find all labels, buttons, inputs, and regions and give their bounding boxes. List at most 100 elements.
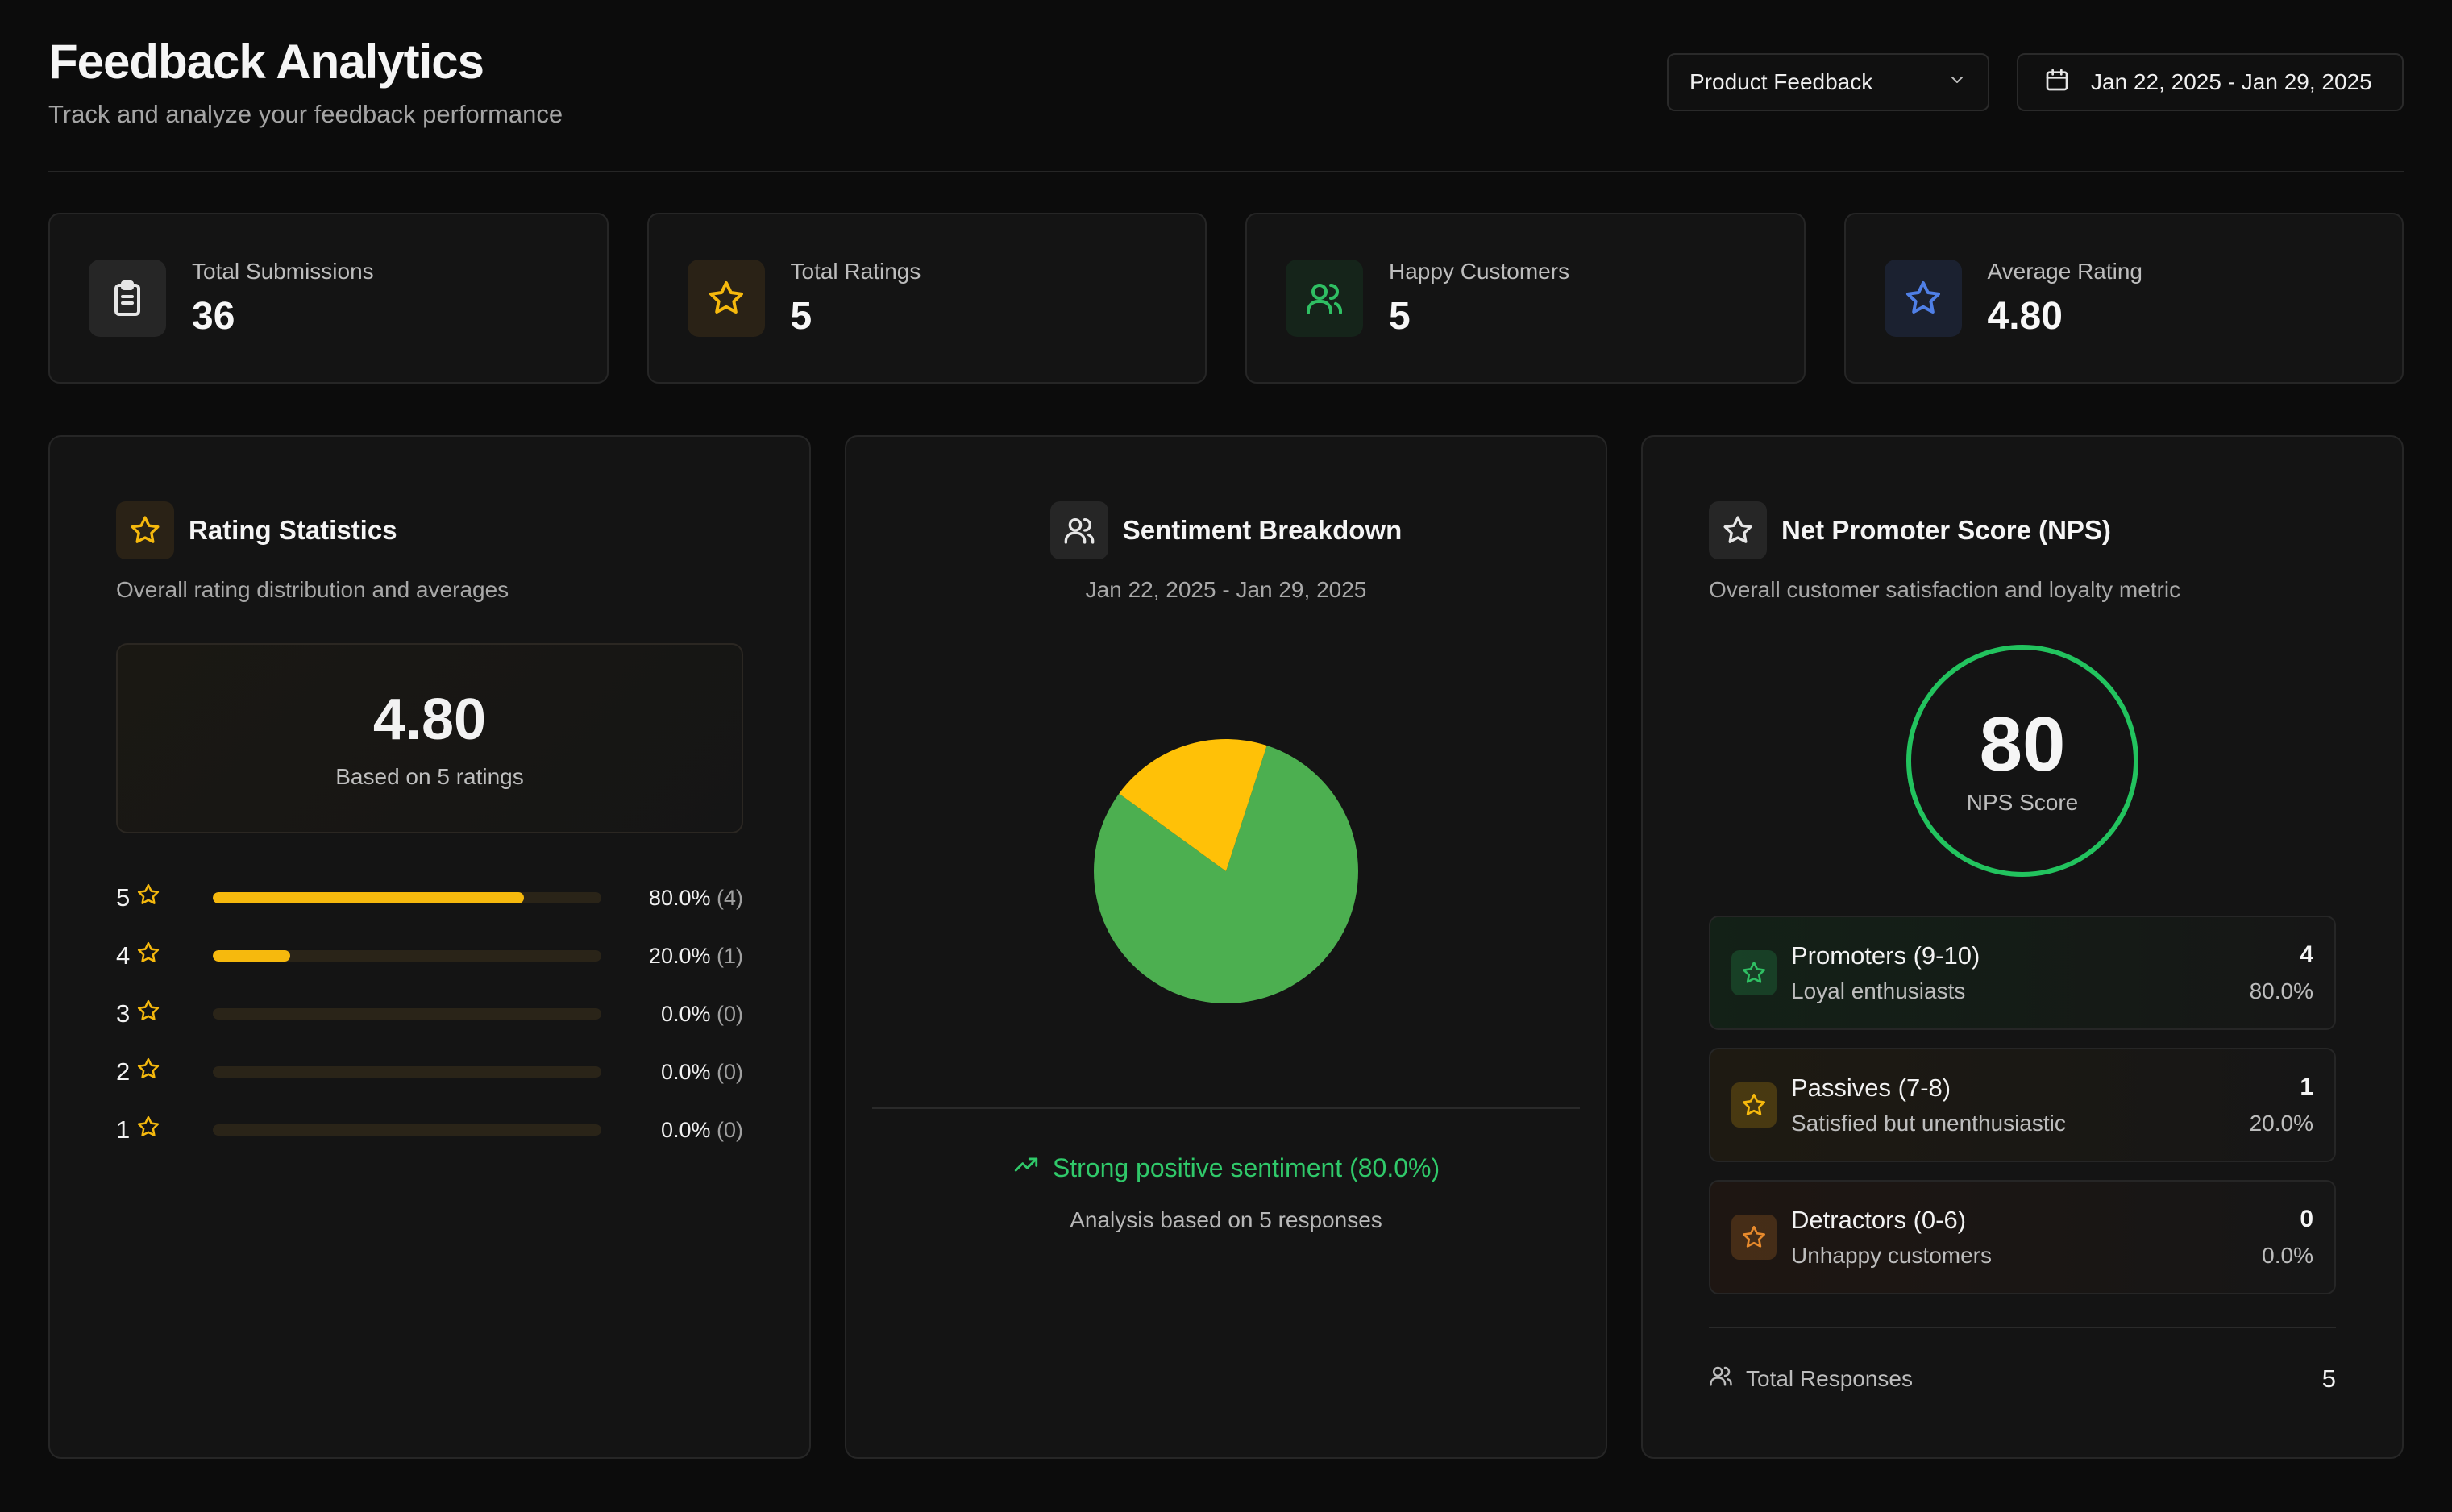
calendar-icon <box>2044 67 2070 98</box>
stat-label: Average Rating <box>1987 258 2143 284</box>
stats-row: Total Submissions 36 Total Ratings 5 Hap… <box>48 213 2404 384</box>
rating-percent: 0.0% <box>660 1117 711 1142</box>
rating-stars-label: 4 <box>116 941 131 970</box>
stat-value: 36 <box>192 294 235 338</box>
rating-stars-label: 2 <box>116 1057 131 1086</box>
users-icon <box>1709 1364 1733 1394</box>
panel-title: Net Promoter Score (NPS) <box>1781 515 2111 545</box>
rating-row-4: 4 20.0% (1) <box>116 927 743 985</box>
stat-card-total-ratings: Total Ratings 5 <box>646 213 1207 384</box>
star-icon <box>1731 1082 1777 1128</box>
rating-row-1: 1 0.0% (0) <box>116 1101 743 1159</box>
stat-value: 5 <box>790 294 812 338</box>
segment-description: Unhappy customers <box>1791 1243 1993 1268</box>
rating-bar-track <box>213 1124 601 1136</box>
trending-up-icon <box>1012 1151 1040 1185</box>
segment-percent: 80.0% <box>2249 978 2313 1003</box>
average-rating-caption: Based on 5 ratings <box>335 764 524 789</box>
segment-percent: 0.0% <box>2262 1243 2313 1268</box>
rating-percent: 80.0% <box>648 885 711 910</box>
rating-bar-track <box>213 1066 601 1078</box>
nps-score-ring: 80 NPS Score <box>1906 645 2138 877</box>
star-icon <box>1731 1215 1777 1260</box>
nps-score-value: 80 <box>1979 701 2066 787</box>
star-icon <box>1884 260 1962 337</box>
users-icon <box>1286 260 1363 337</box>
page-subtitle: Track and analyze your feedback performa… <box>48 100 563 128</box>
segment-title: Promoters (9-10) <box>1791 941 1980 970</box>
sentiment-breakdown-panel: Sentiment Breakdown Jan 22, 2025 - Jan 2… <box>845 435 1607 1459</box>
segment-count: 0 <box>2300 1206 2313 1232</box>
stat-card-total-submissions: Total Submissions 36 <box>48 213 609 384</box>
star-icon <box>1709 501 1767 559</box>
panel-divider <box>1709 1327 2336 1328</box>
segment-title: Passives (7-8) <box>1791 1074 1951 1102</box>
panel-date-range: Jan 22, 2025 - Jan 29, 2025 <box>1085 577 1367 602</box>
nps-segments: Promoters (9-10) Loyal enthusiasts 4 80.… <box>1709 916 2336 1294</box>
rating-stars-label: 1 <box>116 1115 131 1144</box>
stat-value: 4.80 <box>1987 294 2063 338</box>
average-rating-box: 4.80 Based on 5 ratings <box>116 643 743 833</box>
rating-row-5: 5 80.0% (4) <box>116 869 743 927</box>
star-icon <box>136 1115 160 1145</box>
panel-subtitle: Overall rating distribution and averages <box>116 577 509 602</box>
segment-title: Detractors (0-6) <box>1791 1206 1967 1234</box>
sentiment-pie-chart <box>912 738 1540 1004</box>
stat-label: Total Ratings <box>790 258 921 284</box>
rating-stars-label: 5 <box>116 883 131 912</box>
pie-slice-0[interactable] <box>1094 746 1358 1003</box>
panel-title: Sentiment Breakdown <box>1122 515 1403 545</box>
star-icon <box>136 999 160 1029</box>
panel-divider <box>872 1107 1580 1109</box>
star-icon <box>136 941 160 971</box>
average-rating-value: 4.80 <box>372 687 487 752</box>
rating-bar-fill <box>213 950 291 962</box>
segment-count: 1 <box>2300 1074 2313 1100</box>
form-select[interactable]: Product Feedback <box>1667 53 1989 111</box>
segment-count: 4 <box>2300 941 2313 968</box>
stat-card-average-rating: Average Rating 4.80 <box>1843 213 2404 384</box>
rating-percent: 0.0% <box>660 1001 711 1026</box>
users-icon <box>1049 501 1108 559</box>
panels-row: Rating Statistics Overall rating distrib… <box>48 435 2404 1459</box>
star-icon <box>136 1057 160 1087</box>
rating-bar-track <box>213 950 601 962</box>
sentiment-pie-svg <box>1094 739 1358 1003</box>
segment-percent: 20.0% <box>2249 1111 2313 1136</box>
date-range-picker[interactable]: Jan 22, 2025 - Jan 29, 2025 <box>2017 53 2404 111</box>
total-responses-label: Total Responses <box>1746 1365 1914 1391</box>
star-icon <box>687 260 765 337</box>
page-title: Feedback Analytics <box>48 35 484 89</box>
rating-distribution: 5 80.0% (4) 4 20.0% (1) 3 0.0% (0) 2 0.0… <box>116 869 743 1159</box>
rating-count: (4) <box>717 885 743 910</box>
rating-row-3: 3 0.0% (0) <box>116 985 743 1043</box>
star-icon <box>1731 950 1777 995</box>
date-range-value: Jan 22, 2025 - Jan 29, 2025 <box>2091 69 2372 94</box>
header-controls: Product Feedback Jan 22, 2025 - Jan 29, … <box>1667 53 2404 111</box>
stat-label: Happy Customers <box>1389 258 1570 284</box>
nps-segment-passives: Passives (7-8) Satisfied but unenthusias… <box>1709 1048 2336 1162</box>
nps-panel: Net Promoter Score (NPS) Overall custome… <box>1641 435 2404 1459</box>
nps-segment-promoters: Promoters (9-10) Loyal enthusiasts 4 80.… <box>1709 916 2336 1030</box>
segment-description: Loyal enthusiasts <box>1791 978 1966 1003</box>
sentiment-summary-text: Strong positive sentiment (80.0%) <box>1052 1153 1440 1182</box>
chevron-down-icon <box>1947 69 1967 95</box>
total-responses-row: Total Responses 5 <box>1709 1364 2336 1394</box>
rating-percent: 20.0% <box>648 943 711 968</box>
rating-row-2: 2 0.0% (0) <box>116 1043 743 1101</box>
nps-score-label: NPS Score <box>1966 790 2079 815</box>
rating-bar-track <box>213 1008 601 1020</box>
nps-segment-detractors: Detractors (0-6) Unhappy customers 0 0.0… <box>1709 1180 2336 1294</box>
rating-bar-fill <box>213 892 524 903</box>
rating-bar-track <box>213 892 601 903</box>
sentiment-summary: Strong positive sentiment (80.0%) <box>846 1151 1606 1185</box>
rating-count: (1) <box>717 943 743 968</box>
pie-slice-1[interactable] <box>1119 739 1267 871</box>
rating-count: (0) <box>717 1001 743 1026</box>
form-select-value: Product Feedback <box>1689 69 1873 94</box>
page-header: Feedback Analytics Track and analyze you… <box>48 29 2404 142</box>
clipboard-icon <box>89 260 166 337</box>
header-divider <box>48 171 2404 172</box>
star-icon <box>136 883 160 913</box>
segment-description: Satisfied but unenthusiastic <box>1791 1111 2066 1136</box>
